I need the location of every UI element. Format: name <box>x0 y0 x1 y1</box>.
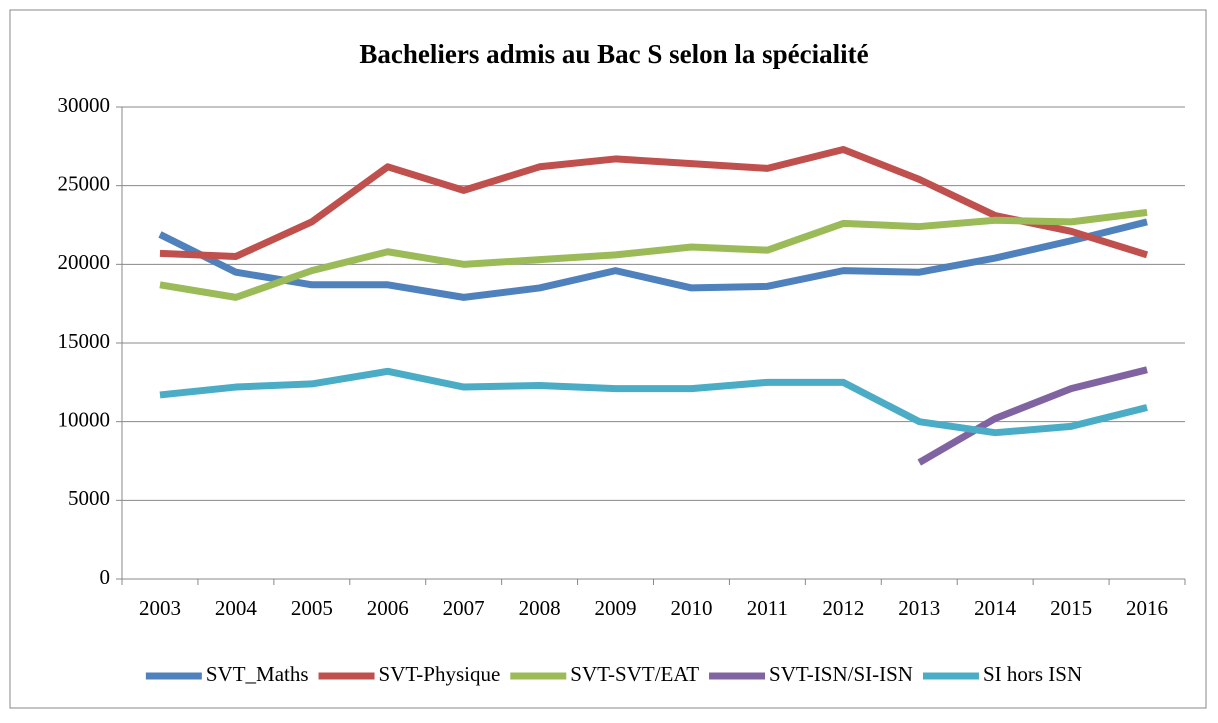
y-tick-label: 25000 <box>58 171 111 195</box>
line-series <box>158 218 1148 301</box>
x-tick-label: 2003 <box>139 596 181 620</box>
legend-label: SVT_Maths <box>206 662 309 686</box>
y-tick-label: 0 <box>100 565 111 589</box>
y-tick-label: 20000 <box>58 250 111 274</box>
x-tick-label: 2010 <box>670 596 712 620</box>
x-tick-label: 2005 <box>291 596 333 620</box>
chart-title: Bacheliers admis au Bac S selon la spéci… <box>359 39 868 69</box>
x-tick-label: 2004 <box>215 596 258 620</box>
x-tick-label: 2016 <box>1126 596 1168 620</box>
legend-label: SVT-SVT/EAT <box>570 662 699 686</box>
line-series <box>159 208 1148 301</box>
x-tick-label: 2013 <box>898 596 940 620</box>
y-tick-label: 5000 <box>68 486 110 510</box>
x-tick-label: 2011 <box>747 596 788 620</box>
legend-label: SI hors ISN <box>983 662 1082 686</box>
y-tick-label: 30000 <box>58 93 111 117</box>
x-tick-label: 2006 <box>367 596 409 620</box>
x-tick-label: 2008 <box>519 596 561 620</box>
line-series <box>159 145 1149 260</box>
x-tick-label: 2007 <box>443 596 485 620</box>
x-tick-label: 2015 <box>1050 596 1092 620</box>
line-series <box>159 367 1148 437</box>
legend-label: SVT-ISN/SI-ISN <box>769 662 913 686</box>
x-tick-label: 2009 <box>595 596 637 620</box>
chart-border <box>9 9 1207 709</box>
legend-label: SVT-Physique <box>379 662 501 686</box>
line-series <box>917 366 1148 466</box>
x-tick-label: 2014 <box>974 596 1017 620</box>
y-tick-label: 15000 <box>58 329 111 353</box>
y-tick-label: 10000 <box>58 407 111 431</box>
x-tick-label: 2012 <box>822 596 864 620</box>
